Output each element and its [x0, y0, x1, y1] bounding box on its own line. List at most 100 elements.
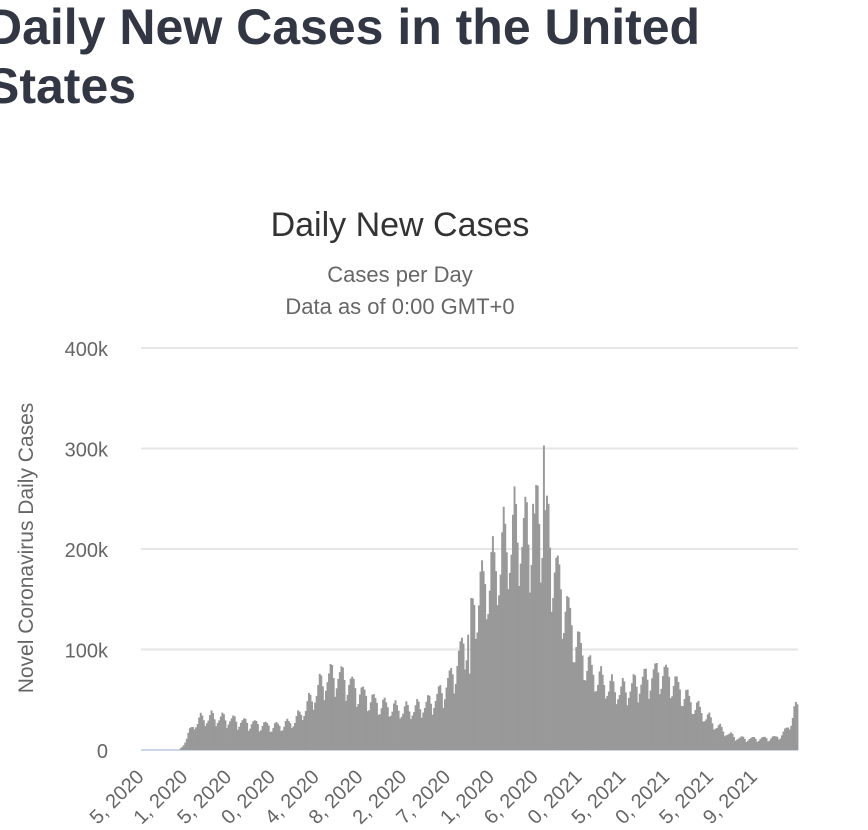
bar	[275, 721, 278, 750]
bar	[714, 728, 717, 750]
bar	[349, 678, 352, 750]
bar	[691, 713, 694, 750]
bar	[759, 739, 762, 750]
bar	[573, 662, 576, 750]
bar	[334, 696, 337, 750]
bar	[351, 676, 354, 750]
bar	[317, 685, 320, 750]
bar	[448, 670, 451, 750]
bar	[672, 685, 675, 750]
bar	[377, 714, 380, 750]
bar	[488, 590, 491, 750]
bar	[668, 676, 671, 750]
bar	[323, 700, 326, 750]
bar	[357, 703, 360, 750]
bar	[255, 720, 258, 750]
bar	[686, 689, 689, 750]
bar	[425, 701, 428, 750]
bar	[338, 672, 341, 750]
bar	[470, 597, 473, 750]
bar	[581, 655, 584, 750]
bar	[269, 731, 272, 750]
bar	[529, 592, 531, 750]
bar	[423, 707, 426, 750]
bar	[459, 641, 462, 750]
bar	[515, 504, 518, 750]
bar	[641, 676, 644, 750]
bar	[550, 611, 553, 750]
bar	[765, 738, 768, 750]
bar	[546, 495, 548, 750]
bar	[436, 693, 439, 750]
bar	[454, 684, 457, 750]
bar	[270, 731, 273, 750]
bar	[495, 571, 497, 750]
bar	[479, 571, 482, 750]
bar	[295, 716, 298, 750]
bar	[399, 718, 402, 750]
bar	[578, 631, 581, 750]
bar	[742, 736, 745, 750]
bar	[502, 506, 505, 750]
bar	[754, 738, 757, 750]
bar	[205, 723, 208, 750]
bar	[583, 679, 586, 750]
bar	[632, 674, 635, 750]
bar	[264, 721, 267, 750]
bar	[358, 694, 361, 750]
bar	[734, 740, 737, 750]
bar	[597, 684, 599, 750]
bar	[542, 445, 545, 750]
bar	[437, 686, 440, 750]
bar	[397, 710, 400, 750]
bar	[332, 678, 335, 750]
bar	[315, 695, 318, 750]
bar	[312, 709, 315, 750]
bar	[740, 736, 743, 750]
bar	[185, 738, 188, 750]
bar	[624, 692, 627, 750]
bar	[476, 632, 479, 750]
bar	[447, 677, 450, 750]
bar	[482, 571, 485, 750]
bar	[433, 707, 436, 750]
bar	[644, 668, 647, 750]
bar	[244, 718, 247, 750]
bar	[417, 701, 420, 750]
bar	[781, 735, 783, 750]
bar	[490, 552, 493, 750]
bar	[784, 728, 787, 750]
bar	[629, 691, 632, 750]
bar	[703, 721, 706, 750]
bar	[782, 731, 785, 750]
bar	[635, 686, 638, 750]
bar	[723, 736, 726, 750]
bar	[612, 681, 615, 750]
bar	[743, 738, 746, 750]
bar	[748, 739, 751, 750]
bar	[409, 719, 412, 750]
bar	[745, 742, 748, 750]
bar	[555, 557, 558, 750]
bar	[280, 731, 283, 750]
bar	[462, 643, 465, 750]
bar	[199, 712, 202, 750]
bar	[207, 720, 210, 750]
bar	[252, 721, 255, 750]
bar	[402, 713, 405, 750]
bar	[680, 705, 683, 750]
bar	[485, 619, 488, 750]
bar	[595, 691, 598, 750]
bar	[272, 727, 275, 750]
bar	[586, 670, 589, 750]
bar	[216, 722, 219, 750]
bar	[593, 691, 596, 750]
bar	[375, 702, 378, 750]
bar	[348, 684, 351, 750]
bar	[626, 705, 629, 750]
bar	[640, 684, 643, 750]
bar	[561, 638, 564, 750]
bar	[431, 714, 434, 750]
bar	[521, 546, 524, 750]
